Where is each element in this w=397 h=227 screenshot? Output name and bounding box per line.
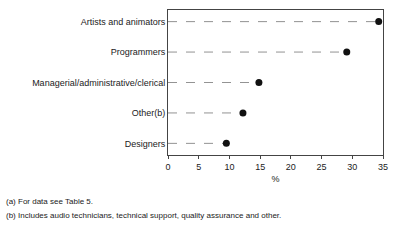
svg-text:Artists and animators: Artists and animators bbox=[81, 17, 166, 27]
svg-text:15: 15 bbox=[255, 162, 265, 172]
svg-text:%: % bbox=[271, 174, 279, 184]
svg-text:Designers: Designers bbox=[125, 139, 166, 149]
svg-text:Programmers: Programmers bbox=[111, 47, 166, 57]
svg-text:0: 0 bbox=[165, 162, 170, 172]
svg-text:10: 10 bbox=[224, 162, 234, 172]
svg-text:Other(b): Other(b) bbox=[132, 108, 166, 118]
svg-text:25: 25 bbox=[317, 162, 327, 172]
svg-text:Managerial/administrative/cler: Managerial/administrative/clerical bbox=[32, 78, 165, 88]
svg-text:5: 5 bbox=[196, 162, 201, 172]
svg-text:35: 35 bbox=[378, 162, 388, 172]
svg-text:(a) For data see Table 5.: (a) For data see Table 5. bbox=[6, 197, 93, 206]
svg-text:(b) Includes audio technicians: (b) Includes audio technicians, technica… bbox=[6, 211, 281, 220]
svg-text:30: 30 bbox=[347, 162, 357, 172]
svg-text:20: 20 bbox=[286, 162, 296, 172]
